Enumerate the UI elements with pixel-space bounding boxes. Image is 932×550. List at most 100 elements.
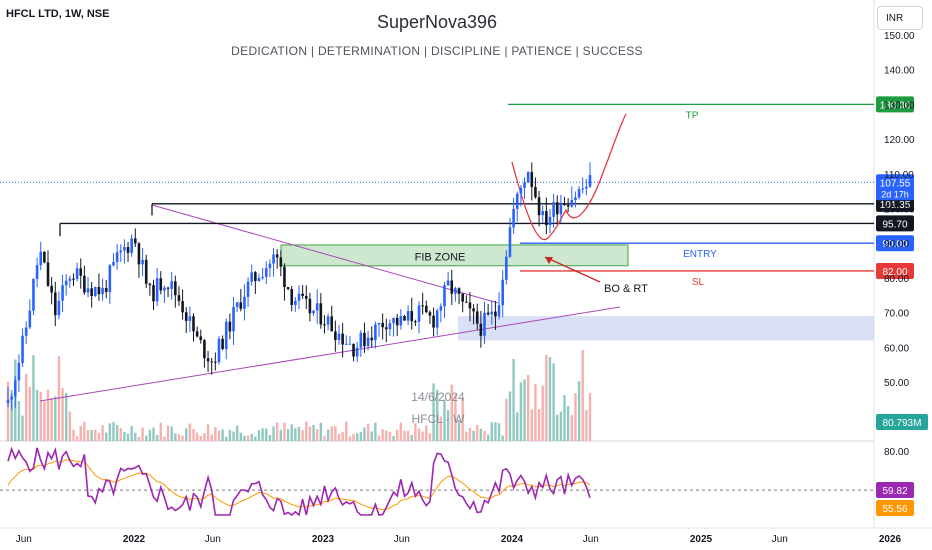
volume-bar [359, 432, 363, 441]
volume-bar [377, 435, 381, 441]
candle-body [374, 324, 377, 341]
candle-body [214, 361, 217, 363]
volume-bar [217, 430, 221, 441]
volume-bar [443, 399, 446, 441]
volume-bar [199, 435, 202, 441]
candle-body [381, 322, 384, 328]
countdown-label: 2d 17h [881, 189, 909, 199]
candle-body [10, 396, 13, 400]
candle-body [446, 280, 450, 286]
candle-body [50, 285, 53, 293]
volume-bar [374, 422, 377, 441]
candle-body [363, 332, 366, 347]
candle-body [432, 315, 435, 328]
bo-rt-arrow [544, 256, 601, 283]
candle-body [341, 333, 344, 345]
volume-bar [72, 429, 75, 441]
candle-body [490, 311, 494, 315]
volume-bar [410, 434, 413, 441]
candle-body [406, 311, 410, 321]
x-tick-label: Jun [772, 534, 788, 545]
candle-body [570, 200, 574, 207]
volume-bar [283, 422, 286, 441]
candle-body [388, 323, 392, 330]
candle-body [483, 312, 486, 336]
y-tick-label: 50.00 [884, 378, 909, 389]
volume-bar [319, 422, 323, 441]
candle-body [359, 332, 363, 348]
candle-body [181, 301, 184, 313]
volume-bar [188, 423, 192, 441]
volume-bar [108, 423, 112, 441]
volume-bar [425, 425, 428, 441]
candle-body [588, 175, 592, 187]
volume-bar [585, 410, 588, 441]
candle-body [217, 338, 221, 363]
candle-body [24, 327, 28, 336]
volume-bar [286, 429, 290, 441]
volume-bar [79, 426, 82, 441]
candle-body [155, 278, 159, 302]
volume-bar [454, 394, 457, 441]
watermark-date: 14/6/2024 [411, 390, 465, 404]
volume-bar [570, 415, 573, 441]
volume-bar [279, 429, 283, 441]
volume-bar [530, 409, 533, 441]
candle-body [108, 265, 112, 292]
volume-bar [155, 434, 159, 441]
candle-body [352, 343, 355, 357]
y-tick-label: 140.00 [884, 66, 915, 77]
volume-bar [214, 427, 217, 441]
volume-bar [301, 429, 304, 441]
candle-body [486, 312, 490, 315]
volume-tag-label: 80.793M [883, 418, 922, 429]
volume-bar [552, 363, 555, 441]
candle-body [134, 238, 137, 244]
candles [6, 162, 592, 411]
volume-bar [381, 429, 384, 441]
candle-body [344, 343, 348, 345]
volume-bar [28, 386, 32, 441]
symbol-label[interactable]: HFCL LTD, 1W, NSE [6, 8, 110, 20]
currency-selector[interactable]: INR [877, 6, 923, 30]
candle-body [443, 285, 446, 307]
volume-bar [581, 349, 584, 441]
volume-bar [428, 433, 432, 441]
volume-bar [17, 401, 21, 441]
volume-bar [537, 409, 541, 441]
volume-bar [559, 411, 563, 441]
rsi-value-tag [876, 482, 914, 498]
candle-body [72, 278, 75, 280]
volume-bar [516, 412, 519, 441]
volume-bar [446, 410, 450, 441]
volume-bar [577, 381, 581, 441]
rising-trendline [39, 306, 621, 402]
time-axis: Jun 2022 Jun 2023 Jun 2024 Jun 2025 Jun 2026 [16, 534, 902, 545]
volume-bar [490, 422, 493, 441]
volume-bar [548, 357, 552, 441]
volume-bar [461, 398, 464, 441]
volume-bar [486, 434, 490, 441]
volume-bar [46, 389, 50, 441]
candle-body [319, 303, 323, 325]
candle-body [337, 333, 341, 340]
candle-body [243, 296, 246, 309]
candle-body [257, 278, 261, 281]
y-tick-label: 90.00 [884, 239, 909, 250]
volume-bar [257, 429, 261, 441]
candle-body [210, 361, 213, 363]
volume-bar [246, 435, 250, 441]
volume-bar [43, 401, 46, 441]
candle-body [457, 288, 461, 294]
candle-body [163, 287, 166, 291]
candle-body [57, 300, 61, 316]
candle-body [512, 208, 515, 228]
candle-body [585, 186, 588, 189]
candle-body [377, 322, 381, 325]
candle-body [323, 324, 326, 326]
y-tick-label: 100.00 [884, 205, 915, 216]
candle-body [472, 308, 475, 312]
volume-bar [206, 424, 210, 441]
volume-bar [181, 435, 184, 441]
candle-body [370, 337, 374, 341]
